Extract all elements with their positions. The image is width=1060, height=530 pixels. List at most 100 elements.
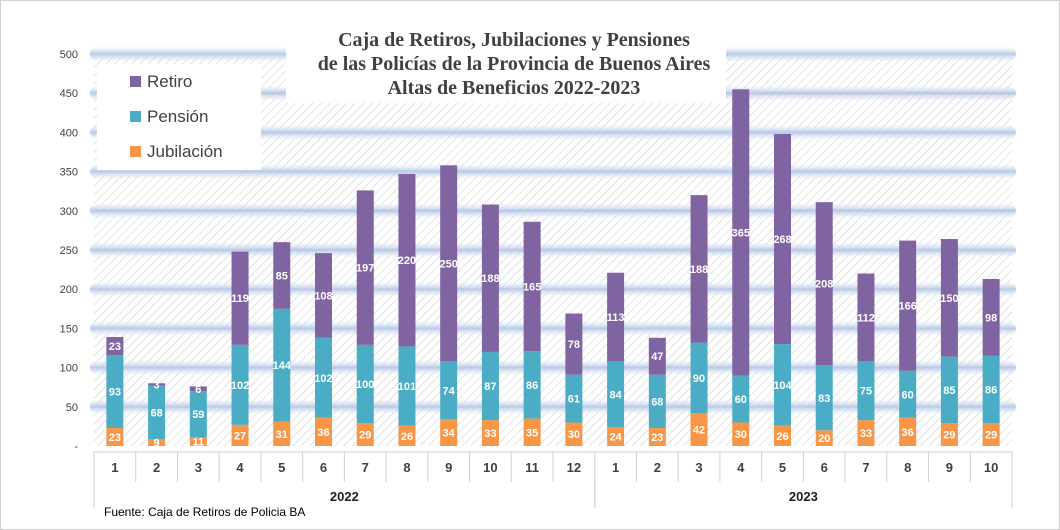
data-label: 33 bbox=[484, 428, 496, 440]
bar-jubilacin-19 bbox=[857, 420, 875, 446]
data-label: 29 bbox=[359, 430, 371, 442]
bar-pensin-20 bbox=[899, 370, 917, 418]
data-label: 188 bbox=[481, 273, 499, 285]
bar-jubilacin-16 bbox=[732, 422, 750, 446]
data-label: 59 bbox=[192, 409, 204, 421]
bar-retiro-4 bbox=[231, 251, 249, 345]
data-label: 3 bbox=[154, 379, 160, 391]
bar-pensin-12 bbox=[565, 374, 583, 423]
data-label: 87 bbox=[484, 381, 496, 393]
x-tick-label: 7 bbox=[362, 460, 369, 475]
bar-retiro-14 bbox=[648, 337, 666, 375]
y-tick-label: 50 bbox=[66, 402, 78, 414]
legend-label: Retiro bbox=[147, 72, 192, 91]
data-label: 102 bbox=[314, 373, 332, 385]
y-tick-label: 500 bbox=[60, 49, 78, 61]
chart-title-line: de las Policías de la Provincia de Bueno… bbox=[318, 53, 711, 75]
data-label: 113 bbox=[607, 312, 625, 324]
chart-title-line: Caja de Retiros, Jubilaciones y Pensione… bbox=[338, 29, 690, 51]
data-label: 104 bbox=[773, 380, 792, 392]
legend-swatch bbox=[130, 76, 141, 87]
bar-retiro-12 bbox=[565, 313, 583, 375]
data-label: 84 bbox=[609, 389, 622, 401]
bar-jubilacin-11 bbox=[523, 418, 541, 446]
bar-pensin-21 bbox=[940, 356, 958, 424]
bar-jubilacin-7 bbox=[356, 423, 374, 446]
data-label: 29 bbox=[985, 430, 997, 442]
data-label: 75 bbox=[860, 386, 872, 398]
bar-jubilacin-2 bbox=[148, 438, 166, 446]
year-label-2022: 2022 bbox=[330, 489, 359, 504]
bar-retiro-19 bbox=[857, 273, 875, 362]
bar-retiro-22 bbox=[982, 279, 1000, 356]
data-label: 250 bbox=[440, 258, 458, 270]
data-label: 108 bbox=[314, 290, 332, 302]
title-box bbox=[286, 28, 726, 103]
data-label: 98 bbox=[985, 312, 997, 324]
bar-pensin-10 bbox=[481, 351, 499, 421]
data-label: 93 bbox=[109, 387, 121, 399]
x-tick-label: 8 bbox=[904, 460, 911, 475]
data-label: 78 bbox=[568, 339, 580, 351]
bar-pensin-18 bbox=[815, 365, 833, 431]
data-label: 30 bbox=[568, 429, 580, 441]
bar-jubilacin-4 bbox=[231, 424, 249, 446]
bar-retiro-18 bbox=[815, 202, 833, 366]
bar-retiro-16 bbox=[732, 89, 750, 376]
x-tick-label: 5 bbox=[278, 460, 285, 475]
bar-retiro-5 bbox=[273, 242, 291, 309]
data-label: 29 bbox=[943, 430, 955, 442]
data-label: 23 bbox=[651, 432, 663, 444]
data-label: 9 bbox=[154, 437, 160, 449]
gridline-100 bbox=[90, 360, 1016, 375]
bar-retiro-10 bbox=[481, 204, 499, 352]
bar-retiro-1 bbox=[106, 337, 124, 356]
x-tick-label: 5 bbox=[779, 460, 786, 475]
legend-label: Pensión bbox=[147, 107, 208, 126]
x-tick-label: 3 bbox=[195, 460, 202, 475]
y-tick-label: 400 bbox=[60, 127, 78, 139]
y-tick-label: 200 bbox=[60, 284, 78, 296]
bar-retiro-15 bbox=[690, 195, 708, 343]
bar-pensin-9 bbox=[440, 361, 458, 420]
data-label: 60 bbox=[735, 394, 747, 406]
data-label: 86 bbox=[526, 380, 538, 392]
data-label: 90 bbox=[693, 373, 705, 385]
data-label: 20 bbox=[818, 433, 830, 445]
x-tick-label: 2 bbox=[654, 460, 661, 475]
bar-pensin-22 bbox=[982, 355, 1000, 424]
data-label: 23 bbox=[109, 341, 121, 353]
data-label: 188 bbox=[690, 264, 708, 276]
data-label: 23 bbox=[109, 432, 121, 444]
data-label: 220 bbox=[398, 255, 416, 267]
bar-jubilacin-8 bbox=[398, 425, 416, 446]
x-tick-label: 3 bbox=[695, 460, 702, 475]
data-label: 36 bbox=[317, 427, 329, 439]
data-label: 166 bbox=[899, 301, 917, 313]
x-tick-label: 4 bbox=[737, 460, 745, 475]
data-label: 150 bbox=[940, 293, 958, 305]
x-tick-label: 1 bbox=[612, 460, 619, 475]
data-label: 36 bbox=[902, 427, 914, 439]
bar-pensin-1 bbox=[106, 355, 124, 428]
bar-retiro-8 bbox=[398, 173, 416, 347]
x-tick-label: 1 bbox=[111, 460, 118, 475]
data-label: 24 bbox=[609, 432, 622, 444]
x-tick-label: 6 bbox=[320, 460, 327, 475]
bar-retiro-21 bbox=[940, 239, 958, 357]
data-label: 85 bbox=[943, 385, 955, 397]
data-label: 268 bbox=[773, 234, 791, 246]
bar-pensin-7 bbox=[356, 344, 374, 424]
bar-jubilacin-17 bbox=[774, 425, 791, 446]
bar-retiro-7 bbox=[356, 190, 374, 345]
bar-jubilacin-3 bbox=[189, 437, 207, 446]
gridline-250 bbox=[90, 243, 1016, 257]
bar-retiro-17 bbox=[774, 133, 791, 345]
data-label: 35 bbox=[526, 427, 538, 439]
data-label: 68 bbox=[651, 396, 663, 408]
bar-retiro-3 bbox=[189, 386, 207, 392]
gridline-150 bbox=[90, 321, 1016, 336]
y-tick-label: 350 bbox=[60, 167, 78, 179]
